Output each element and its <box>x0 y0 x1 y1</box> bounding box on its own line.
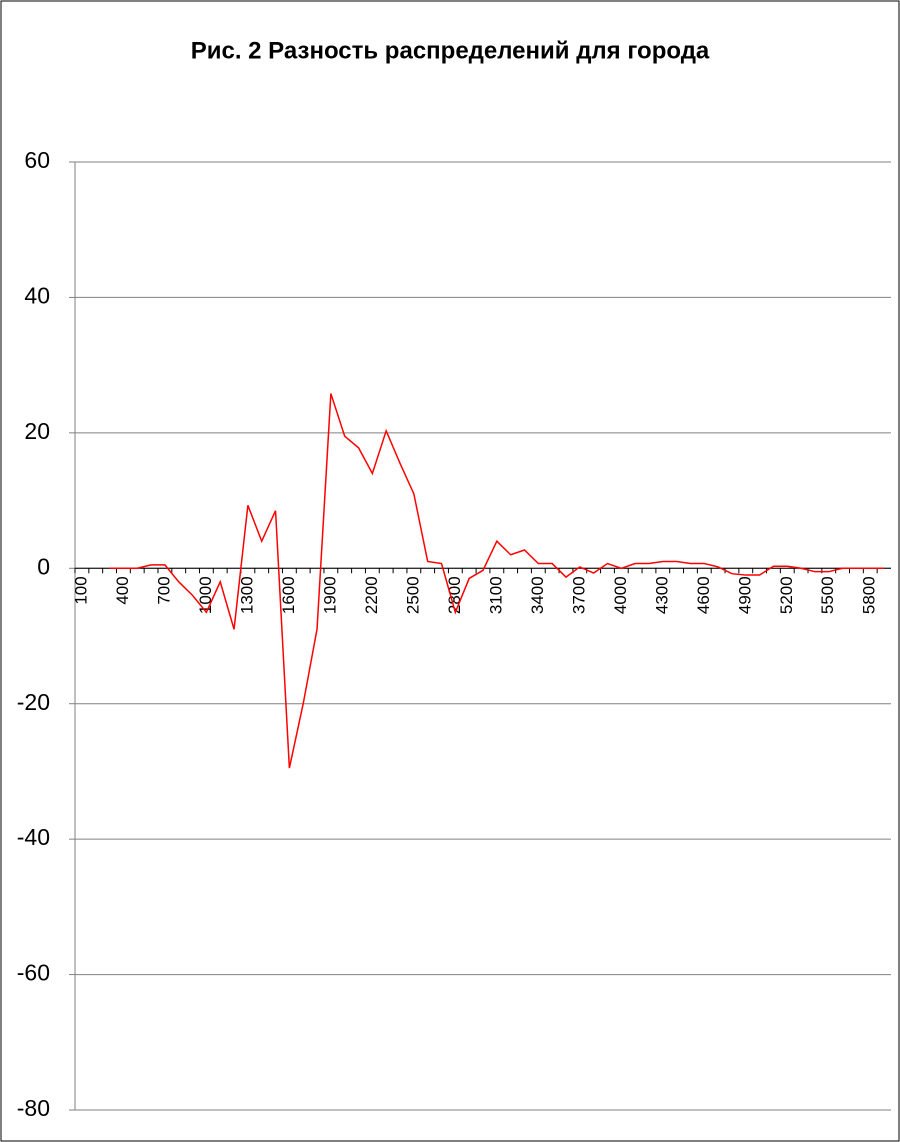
y-tick-label: -80 <box>17 1095 50 1121</box>
x-tick-label: 2500 <box>403 576 422 614</box>
x-tick-label: 1900 <box>320 576 339 614</box>
y-tick-label: 20 <box>24 418 50 444</box>
x-tick-label: 2200 <box>362 576 381 614</box>
y-tick-label: -20 <box>17 689 50 715</box>
x-tick-label: 1000 <box>196 576 215 614</box>
x-tick-label: 3400 <box>528 576 547 614</box>
x-tick-label: 700 <box>154 576 173 604</box>
y-tick-label: 0 <box>37 553 50 579</box>
x-tick-label: 3100 <box>486 576 505 614</box>
x-tick-label: 100 <box>71 576 90 604</box>
x-tick-label: 4300 <box>652 576 671 614</box>
x-tick-label: 5800 <box>860 576 879 614</box>
x-tick-label: 4600 <box>694 576 713 614</box>
x-tick-label: 400 <box>113 576 132 604</box>
y-tick-label: -40 <box>17 824 50 850</box>
y-tick-label: 40 <box>24 283 50 309</box>
x-tick-label: 3700 <box>569 576 588 614</box>
chart-title: Рис. 2 Разность распределений для города <box>191 37 710 64</box>
x-tick-label: 1300 <box>237 576 256 614</box>
x-tick-label: 5500 <box>818 576 837 614</box>
y-tick-label: -60 <box>17 960 50 986</box>
data-line <box>109 393 885 769</box>
x-tick-label: 1600 <box>279 576 298 614</box>
y-tick-label: 60 <box>24 147 50 173</box>
x-tick-label: 5200 <box>777 576 796 614</box>
x-tick-label: 4900 <box>735 576 754 614</box>
x-tick-label: 4000 <box>611 576 630 614</box>
